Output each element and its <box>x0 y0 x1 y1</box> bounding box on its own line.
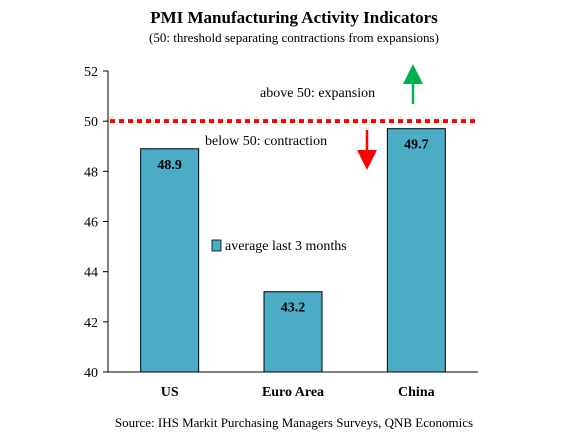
data-label: 43.2 <box>281 301 306 316</box>
legend-label: average last 3 months <box>225 239 347 254</box>
source-note: Source: IHS Markit Purchasing Managers S… <box>115 415 473 430</box>
chart-title: PMI Manufacturing Activity Indicators <box>150 8 438 27</box>
x-tick-label: US <box>161 385 179 400</box>
chart-subtitle: (50: threshold separating contractions f… <box>149 30 439 45</box>
y-tick-label: 52 <box>84 65 98 80</box>
y-axis-ticks: 40 42 44 46 48 50 52 <box>84 65 108 381</box>
bars: 48.9 US 43.2 Euro Area 49.7 China <box>140 128 446 400</box>
y-tick-label: 48 <box>84 165 98 180</box>
expansion-annotation: above 50: expansion <box>260 86 375 101</box>
y-tick-label: 50 <box>84 115 98 130</box>
bar-euro-area <box>263 291 323 373</box>
data-label: 49.7 <box>404 138 429 153</box>
x-tick-label: Euro Area <box>262 385 324 400</box>
legend-swatch <box>211 239 222 252</box>
bar-us <box>140 148 200 373</box>
x-tick-label: China <box>398 385 435 400</box>
contraction-annotation: below 50: contraction <box>205 134 327 149</box>
y-tick-label: 42 <box>84 316 98 331</box>
y-tick-label: 44 <box>84 266 98 281</box>
y-tick-label: 40 <box>84 366 98 381</box>
bar-china <box>386 128 446 373</box>
data-label: 48.9 <box>157 158 182 173</box>
y-tick-label: 46 <box>84 216 98 231</box>
